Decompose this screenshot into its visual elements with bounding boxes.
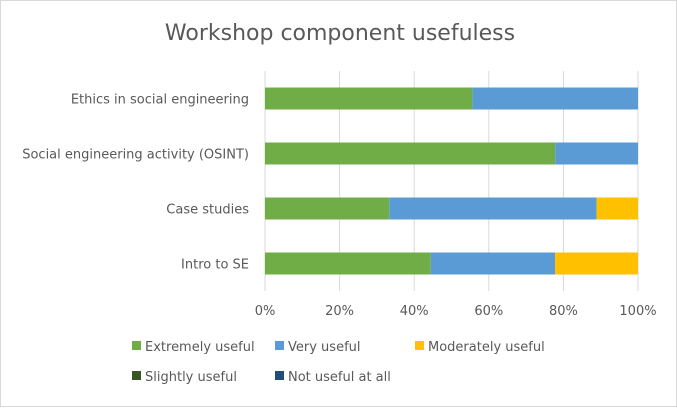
bar-segment [555,252,638,275]
bar-segment [555,142,638,165]
legend-label: Slightly useful [145,370,237,385]
bar-segment [265,252,431,275]
legend: Extremely useful Very useful Moderately us… [132,340,545,385]
category-label: Case studies [166,203,249,218]
legend-label: Extremely useful [145,340,255,355]
labels: 0% 20% 40% 60% 80% 100% Ethics in social engin… [22,93,656,320]
x-tick-label: 0% [255,304,276,319]
bars [265,87,638,275]
x-tick-label: 40% [400,304,429,319]
bar-segment [472,87,638,110]
legend-swatch [275,371,284,380]
chart-title: Workshop component usefuless [165,21,515,46]
bar-segment [430,252,556,275]
legend-swatch [415,341,424,350]
legend-label: Moderately useful [428,340,545,355]
category-label: Intro to SE [181,258,249,273]
bar-segment [265,142,556,165]
bar-segment [265,197,390,220]
legend-label: Very useful [288,340,361,355]
legend-swatch [132,341,141,350]
category-label: Ethics in social engineering [71,93,249,108]
category-label: Social engineering activity (OSINT) [22,148,249,163]
legend-label: Not useful at all [288,370,391,385]
bar-segment [265,87,473,110]
x-tick-label: 60% [474,304,503,319]
x-tick-label: 100% [619,304,656,319]
legend-swatch [132,371,141,380]
legend-swatch [275,341,284,350]
x-tick-label: 20% [325,304,354,319]
bar-segment [389,197,597,220]
x-tick-label: 80% [549,304,578,319]
bar-segment [596,197,638,220]
